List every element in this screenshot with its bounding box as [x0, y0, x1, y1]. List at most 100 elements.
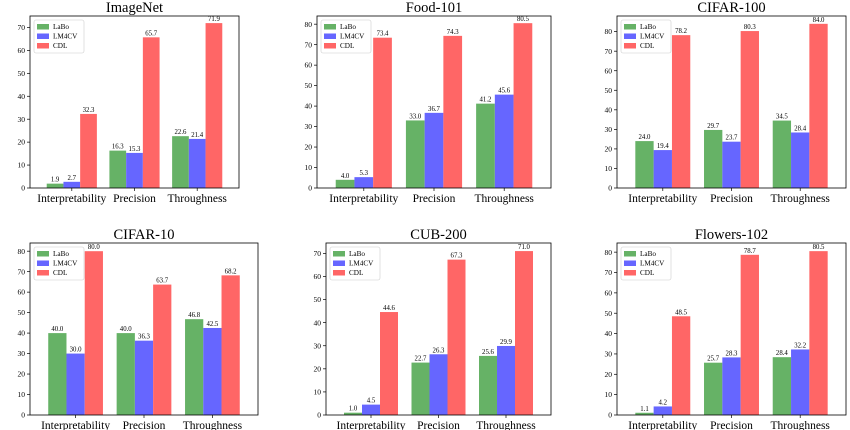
data-label: 84.0: [813, 17, 825, 24]
y-tick-label: 60: [18, 46, 26, 55]
y-tick-label: 30: [18, 349, 26, 358]
bar-labo-precision: [704, 129, 723, 188]
bar-labo-throughness: [172, 136, 189, 188]
data-label: 80.5: [813, 244, 825, 251]
bar-labo-interpretability: [335, 179, 355, 188]
legend-swatch-cdl: [37, 43, 49, 49]
bar-cdl-throughness: [513, 23, 533, 189]
chart-panel-flowers-102: Flowers-102 1.1 25.7 28.4 4.2 28.3 32.2 48.5 78.…: [605, 227, 847, 430]
data-label: 4.5: [367, 398, 376, 405]
legend-label-cdl: CDL: [53, 42, 67, 50]
bar-lm4cv-interpretability: [653, 150, 672, 188]
x-tick-label: Throughness: [476, 420, 536, 430]
bar-cdl-throughness: [515, 251, 533, 415]
data-label: 78.2: [675, 28, 687, 35]
y-tick-label: 70: [18, 23, 26, 32]
data-label: 78.7: [744, 248, 756, 255]
bar-labo-throughness: [772, 357, 792, 415]
data-label: 80.0: [88, 244, 100, 251]
data-label: 22.7: [415, 356, 427, 363]
data-label: 74.3: [447, 29, 459, 36]
data-label: 2.7: [68, 175, 77, 182]
chart-title: ImageNet: [106, 0, 163, 16]
chart-panel-food-101: Food-101 4.0 33.0 41.2 5.3 36.7 45.6 73.4 74.3 80…: [305, 0, 552, 205]
y-tick-label: 30: [305, 122, 313, 131]
bar-cdl-throughness: [809, 251, 828, 415]
legend-swatch-labo: [624, 24, 636, 30]
legend-label-lm4cv: LM4CV: [53, 260, 78, 268]
legend-swatch-lm4cv: [624, 33, 636, 39]
y-tick-label: 20: [305, 143, 313, 152]
y-tick-label: 40: [605, 329, 613, 338]
y-tick-label: 60: [314, 272, 322, 281]
bar-labo-precision: [109, 150, 127, 188]
legend-label-cdl: CDL: [640, 42, 654, 50]
bar-labo-interpretability: [46, 183, 64, 188]
bar-cdl-precision: [443, 35, 463, 188]
x-tick-label: Precision: [123, 420, 166, 430]
bar-lm4cv-interpretability: [63, 181, 81, 188]
bar-lm4cv-throughness: [188, 138, 206, 188]
bar-lm4cv-throughness: [497, 345, 515, 415]
y-tick-label: 20: [18, 138, 26, 147]
bar-labo-interpretability: [635, 141, 654, 188]
y-tick-label: 0: [317, 411, 321, 420]
data-label: 16.3: [112, 144, 124, 151]
bar-lm4cv-throughness: [203, 327, 222, 415]
data-label: 1.1: [640, 406, 649, 413]
bar-labo-interpretability: [635, 412, 654, 415]
y-tick-label: 30: [314, 341, 322, 350]
bar-cdl-interpretability: [671, 316, 691, 415]
y-tick-label: 40: [18, 329, 26, 338]
x-tick-label: Interpretability: [37, 193, 106, 205]
bar-lm4cv-throughness: [791, 349, 810, 415]
x-tick-label: Throughness: [770, 193, 830, 205]
y-tick-label: 80: [18, 247, 26, 256]
data-label: 1.0: [349, 406, 358, 413]
bar-lm4cv-precision: [429, 354, 448, 415]
legend-swatch-lm4cv: [37, 260, 49, 266]
data-label: 36.7: [428, 106, 440, 113]
bar-labo-throughness: [185, 319, 204, 415]
data-label: 28.3: [726, 350, 738, 357]
y-tick-label: 70: [605, 268, 613, 277]
bar-labo-precision: [704, 362, 723, 415]
legend-label-cdl: CDL: [340, 42, 354, 50]
data-label: 30.0: [70, 347, 82, 354]
legend-label-labo: LaBo: [53, 250, 69, 258]
data-label: 19.4: [657, 143, 669, 150]
legend-swatch-labo: [37, 24, 49, 30]
y-tick-label: 0: [21, 184, 25, 193]
bar-cdl-precision: [153, 284, 172, 415]
legend-label-labo: LaBo: [349, 250, 365, 258]
data-label: 65.7: [145, 30, 157, 37]
legend-swatch-cdl: [324, 43, 336, 49]
y-tick-label: 50: [18, 308, 26, 317]
y-tick-label: 40: [305, 102, 313, 111]
x-tick-label: Interpretability: [628, 420, 697, 430]
bar-lm4cv-interpretability: [66, 353, 85, 415]
bar-lm4cv-interpretability: [354, 177, 374, 188]
bar-cdl-interpretability: [671, 35, 691, 189]
data-label: 34.5: [776, 114, 788, 121]
data-label: 28.4: [776, 350, 788, 357]
data-label: 67.3: [451, 253, 463, 260]
legend-label-labo: LaBo: [340, 23, 356, 31]
data-label: 25.6: [482, 349, 494, 356]
bar-lm4cv-precision: [722, 357, 741, 415]
bar-lm4cv-precision: [424, 112, 444, 188]
y-tick-label: 70: [605, 47, 613, 56]
x-tick-label: Throughness: [474, 193, 534, 205]
x-tick-label: Throughness: [167, 193, 227, 205]
legend-label-labo: LaBo: [53, 23, 69, 31]
legend-swatch-lm4cv: [624, 260, 636, 266]
legend-label-lm4cv: LM4CV: [340, 33, 365, 41]
y-tick-label: 60: [18, 288, 26, 297]
data-label: 71.0: [518, 244, 530, 251]
legend-label-cdl: CDL: [640, 269, 654, 277]
data-label: 63.7: [156, 278, 168, 285]
x-tick-label: Precision: [113, 193, 156, 205]
